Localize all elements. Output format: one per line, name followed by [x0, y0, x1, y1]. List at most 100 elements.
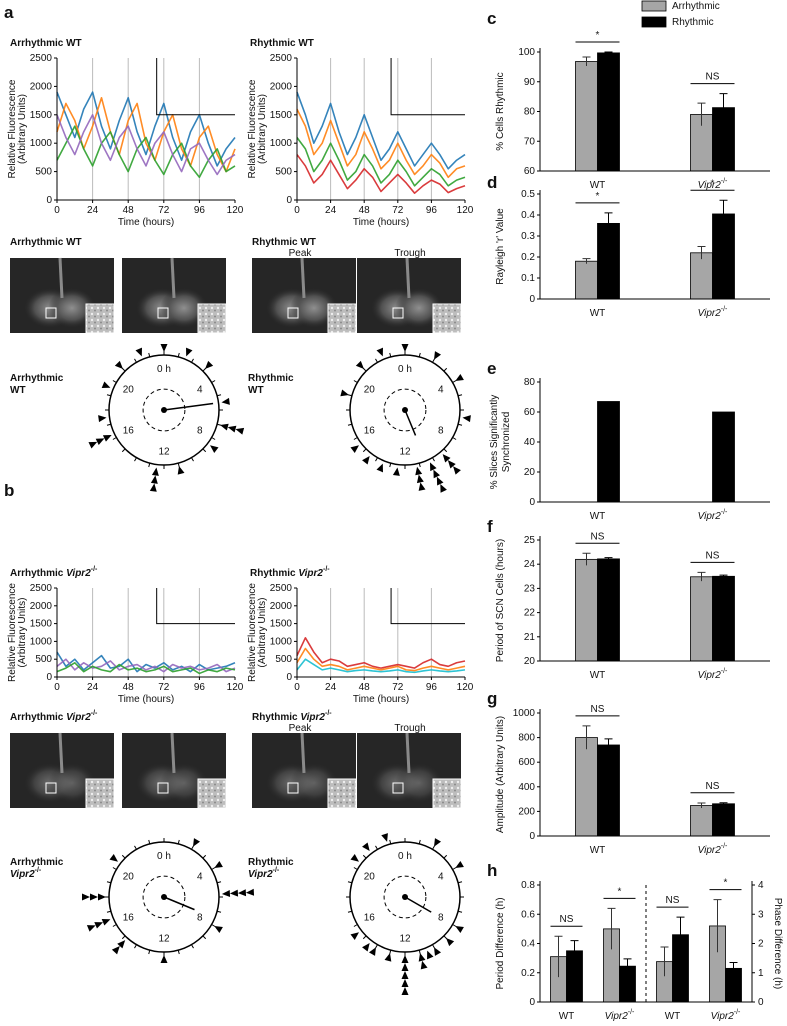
error-bar — [697, 802, 706, 808]
x-tick-label: 72 — [392, 205, 404, 216]
trace — [296, 658, 466, 674]
y-tick-label: 22 — [524, 607, 536, 618]
hour-label: 4 — [197, 384, 203, 395]
phase-arrowhead — [401, 955, 409, 963]
clock-tick — [112, 924, 117, 927]
bar — [575, 558, 598, 662]
clock-tick — [457, 881, 463, 884]
phase-arrowhead — [462, 415, 471, 423]
error-bar — [604, 557, 613, 561]
zoom-inset — [432, 778, 462, 809]
bar — [597, 52, 620, 172]
y-axis-label: Relative Fluorescence — [247, 79, 258, 178]
y-tick-label: 0 — [529, 831, 535, 842]
phase-arrowhead — [453, 466, 461, 475]
phase-arrowhead — [150, 475, 158, 484]
clock-title: Rhythmic — [248, 373, 294, 384]
trace — [56, 661, 236, 675]
phase-arrowhead — [401, 987, 409, 995]
error-bar — [582, 56, 591, 66]
error-bar — [582, 258, 591, 264]
bar — [575, 260, 598, 300]
phase-arrowhead — [114, 360, 123, 369]
phase-arrowhead — [229, 889, 239, 897]
clock-tick — [134, 457, 137, 462]
hour-label: 16 — [364, 425, 376, 436]
error-bar — [719, 574, 728, 578]
hour-label: 12 — [399, 446, 411, 457]
y-tick-label: 2500 — [270, 53, 293, 64]
phase-arrowhead — [214, 860, 223, 868]
axes — [56, 588, 235, 678]
phase-arrowhead — [94, 922, 104, 929]
x-tick-label: WT — [665, 1011, 681, 1022]
image-glow — [48, 763, 96, 803]
clock-tick — [375, 845, 378, 850]
phase-arrowhead — [436, 476, 444, 486]
hour-label: 4 — [438, 871, 444, 882]
y-tick-label: 20 — [524, 467, 536, 478]
y-tick-label: 21 — [524, 631, 536, 642]
phase-arrowhead — [235, 427, 245, 435]
clock-tick — [121, 935, 126, 940]
frame-label: Trough — [394, 248, 425, 259]
y-tick-label: 1500 — [30, 618, 53, 629]
y-tick-label: 500 — [35, 166, 52, 177]
bar — [597, 401, 620, 503]
clock-tick — [148, 839, 151, 845]
axes — [296, 58, 465, 201]
clock-tick — [347, 910, 353, 913]
y-axis-label: (Arbitrary Units) — [257, 597, 268, 667]
x-tick-label: 0 — [54, 205, 60, 216]
panel-label: e — [487, 359, 496, 378]
y2-tick-label: 2 — [758, 938, 764, 949]
legend-swatch — [641, 0, 667, 12]
y-tick-label: 500 — [35, 654, 52, 665]
phase-arrowhead — [88, 441, 98, 449]
y-tick-label: 1000 — [513, 708, 536, 719]
zoom-inset — [432, 303, 462, 334]
clock-tick — [362, 935, 367, 940]
hour-label: 0 h — [157, 363, 171, 374]
x-tick-label: Vipr2-/- — [605, 1009, 635, 1021]
y-tick-label: 800 — [518, 732, 535, 743]
error-bar — [660, 946, 669, 977]
error-bar — [713, 899, 722, 953]
zoom-inset — [197, 303, 227, 334]
phase-arrowhead — [434, 947, 442, 956]
phase-arrowhead — [210, 445, 219, 453]
vector-origin — [402, 407, 408, 413]
clock-tick — [134, 845, 137, 850]
error-bar — [697, 571, 706, 582]
x-tick-label: 48 — [359, 682, 371, 693]
trace — [296, 108, 466, 179]
phase-arrowhead — [221, 890, 231, 898]
phase-arrowhead — [368, 947, 376, 956]
x-tick-label: 120 — [227, 205, 244, 216]
hour-label: 16 — [123, 425, 135, 436]
hour-label: 20 — [364, 384, 376, 395]
zoom-inset-axes — [156, 58, 235, 116]
clock-tick — [362, 854, 367, 859]
clock-tick — [148, 352, 151, 358]
x-tick-label: Vipr2-/- — [698, 178, 728, 190]
image-glow — [395, 288, 443, 328]
y-tick-label: 1000 — [270, 636, 293, 647]
x-tick-label: 120 — [227, 682, 244, 693]
panel-label: a — [4, 3, 14, 22]
clock-tick — [389, 839, 392, 845]
clock-tick — [191, 358, 194, 363]
phase-arrowhead — [177, 466, 185, 475]
legend-swatch — [641, 16, 667, 28]
ventricle — [170, 257, 176, 299]
phase-arrowhead — [227, 425, 237, 433]
significance-label: NS — [666, 895, 680, 906]
y-tick-label: 1500 — [270, 618, 293, 629]
roi-box — [287, 782, 299, 794]
vector-origin — [402, 894, 408, 900]
hour-label: 0 h — [398, 850, 412, 861]
y-tick-label: 40 — [524, 437, 536, 448]
error-bar — [697, 102, 706, 126]
trace — [296, 137, 466, 187]
chart-title: Arrhythmic Vipr2-/- — [10, 566, 98, 578]
